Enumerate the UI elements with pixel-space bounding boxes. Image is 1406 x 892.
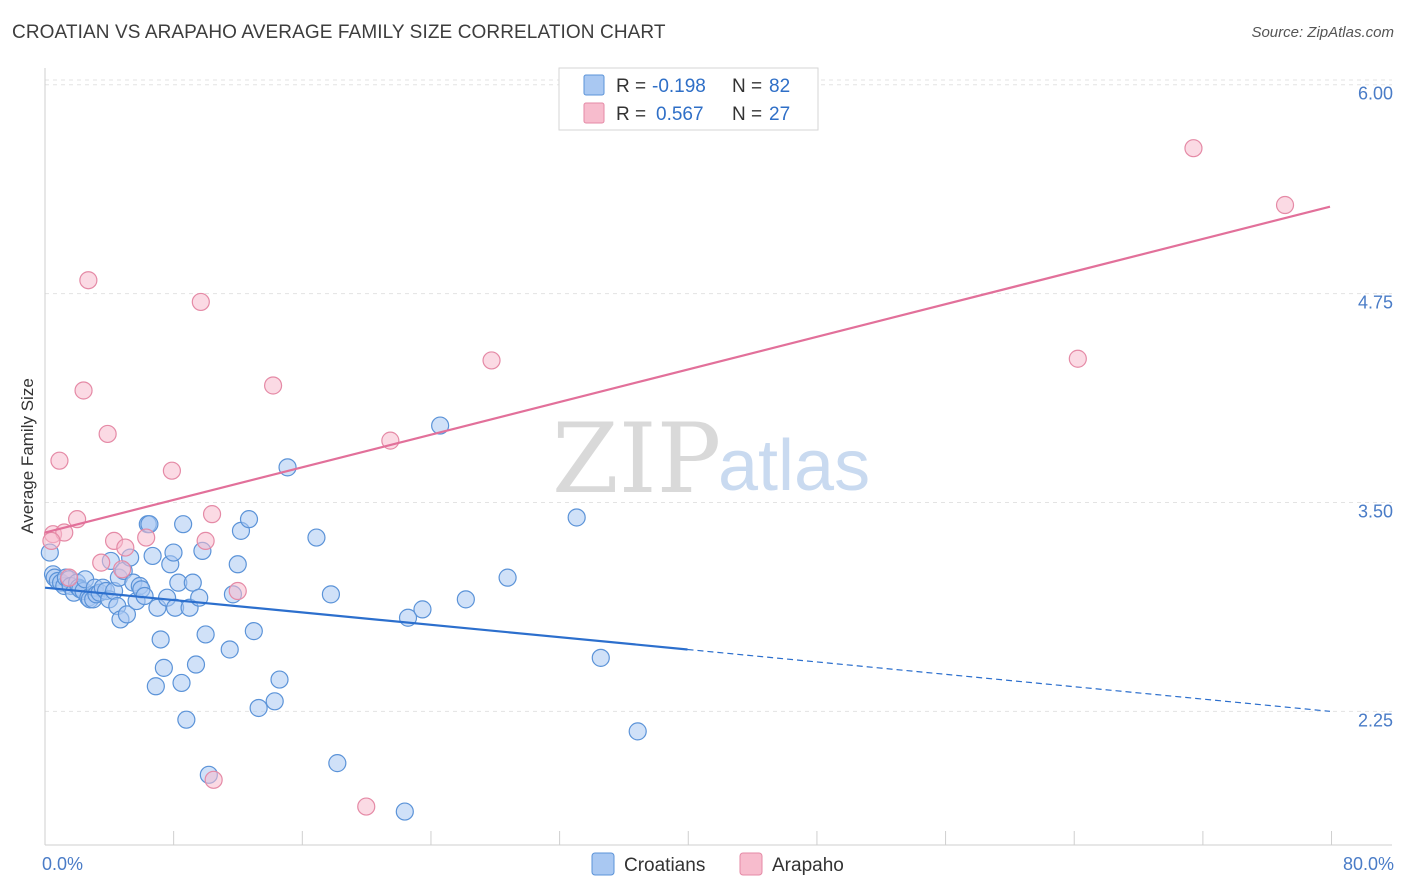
point-arapaho [228,581,247,601]
x-tick-label-max: 80.0% [1343,854,1394,874]
point-arapaho [1275,195,1295,215]
trend-line-croatians [44,586,688,651]
point-arapaho [191,292,210,312]
y-tick-label: 2.25 [1358,710,1393,730]
point-arapaho [162,461,181,480]
y-tick-labels: 2.25 3.50 4.75 6.00 [1358,84,1393,731]
legend-r-label-croatians: R = [616,76,646,97]
point-arapaho [204,770,223,789]
point-croatians [239,510,259,529]
point-croatians [321,585,341,604]
point-arapaho [112,560,132,579]
chart-title: CROATIAN VS ARAPAHO AVERAGE FAMILY SIZE … [12,22,666,43]
point-arapaho [42,531,61,550]
point-croatians [143,546,162,566]
point-croatians [183,573,202,592]
point-croatians [395,802,414,821]
legend-n-label-arapaho: N = [732,104,762,125]
legend-r-value-croatians: -0.198 [652,76,706,97]
point-croatians [628,722,647,741]
point-arapaho [116,538,135,557]
trend-line-arapaho [44,205,1331,534]
y-tick-label: 3.50 [1358,501,1393,521]
series-arapaho [42,139,1295,816]
point-croatians [146,677,165,696]
point-croatians [456,590,475,609]
trend-lines [44,205,1331,712]
series-legend-swatch-arapaho [739,852,763,876]
gridlines [45,79,1392,712]
point-croatians [328,754,347,773]
x-tick-marks [44,831,1333,845]
watermark-zip: ZIP [552,403,721,515]
point-croatians [498,568,517,587]
point-arapaho [59,568,79,587]
x-tick-label-min: 0.0% [42,854,83,874]
point-arapaho [1068,349,1087,368]
point-arapaho [196,531,215,550]
legend-swatch-croatians [583,74,605,96]
point-croatians [567,508,586,527]
point-croatians [172,673,191,693]
series-legend-swatch-croatians [591,852,615,876]
legend-r-value-arapaho: 0.567 [656,104,704,125]
source-credit: Source: ZipAtlas.com [1251,24,1394,41]
point-croatians [270,670,289,689]
point-croatians [228,555,247,574]
point-arapaho [137,528,156,547]
point-arapaho [202,505,222,524]
series-legend-label-arapaho: Arapaho [772,855,844,876]
legend-n-value-croatians: 82 [769,76,790,97]
legend-r-label-arapaho: R = [616,104,646,125]
point-croatians [196,625,215,644]
point-arapaho [482,351,501,370]
point-croatians [591,648,610,667]
point-croatians [151,630,170,649]
point-arapaho [79,271,98,290]
legend-n-value-arapaho: 27 [769,104,790,125]
y-axis-label: Average Family Size [18,378,37,534]
point-croatians [117,605,137,624]
point-croatians [186,655,206,674]
point-arapaho [263,376,283,395]
point-croatians [244,622,263,641]
point-croatians [177,710,196,729]
point-croatians [413,600,432,619]
point-croatians [307,528,326,547]
point-croatians [220,640,239,659]
legend-swatch-arapaho [583,102,605,124]
point-arapaho [92,553,111,572]
point-arapaho [74,381,93,400]
point-arapaho [50,451,69,470]
point-croatians [164,543,183,562]
point-croatians [174,515,193,534]
series-legend-label-croatians: Croatians [624,855,705,876]
trend-line-croatians-extension [687,648,1331,712]
point-arapaho [357,797,376,816]
series-legend: Croatians Arapaho [591,852,844,876]
point-croatians [265,692,284,711]
watermark-atlas: atlas [718,426,870,506]
point-croatians [154,658,173,677]
point-croatians [431,416,450,435]
point-croatians [249,698,268,718]
point-arapaho [1184,139,1203,158]
y-tick-label: 6.00 [1358,84,1393,104]
stats-legend: R = -0.198 N = 82 R = 0.567 N = 27 [558,67,819,131]
y-tick-label: 4.75 [1358,293,1393,313]
legend-n-label-croatians: N = [732,76,762,97]
point-arapaho [98,424,117,444]
